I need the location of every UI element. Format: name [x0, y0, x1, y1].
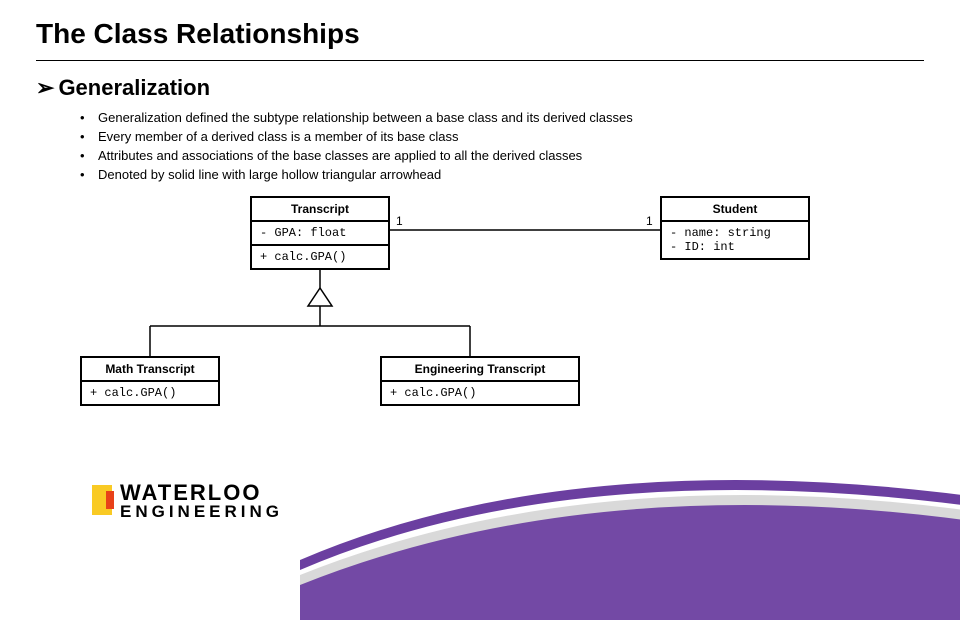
- logo-text-top: WATERLOO: [120, 483, 283, 504]
- class-operations: + calc.GPA(): [382, 382, 578, 404]
- generalization-arrowhead-icon: [308, 288, 332, 306]
- class-name: Engineering Transcript: [382, 358, 578, 382]
- arrow-bullet-icon: ➢: [36, 75, 54, 101]
- waterloo-logo: WATERLOO ENGINEERING: [120, 483, 283, 520]
- uml-connectors: [0, 196, 960, 456]
- multiplicity-right: 1: [646, 214, 653, 228]
- bullet-item: Every member of a derived class is a mem…: [80, 128, 960, 147]
- bullet-item: Generalization defined the subtype relat…: [80, 109, 960, 128]
- class-name: Transcript: [252, 198, 388, 222]
- bullet-item: Attributes and associations of the base …: [80, 147, 960, 166]
- multiplicity-left: 1: [396, 214, 403, 228]
- section-heading-text: Generalization: [58, 75, 210, 100]
- decorative-swoosh-icon: [300, 420, 960, 620]
- class-math-transcript: Math Transcript + calc.GPA(): [80, 356, 220, 406]
- class-attributes: - name: string - ID: int: [662, 222, 808, 258]
- title-underline: [36, 60, 924, 61]
- attr-line: - ID: int: [670, 240, 800, 254]
- class-operations: + calc.GPA(): [82, 382, 218, 404]
- class-student: Student - name: string - ID: int: [660, 196, 810, 260]
- class-transcript: Transcript - GPA: float + calc.GPA(): [250, 196, 390, 270]
- class-operations: + calc.GPA(): [252, 244, 388, 268]
- logo-text-bottom: ENGINEERING: [120, 504, 283, 520]
- bullet-item: Denoted by solid line with large hollow …: [80, 166, 960, 185]
- class-name: Math Transcript: [82, 358, 218, 382]
- section-heading: ➢Generalization: [0, 71, 960, 109]
- uml-diagram: 1 1 Transcript - GPA: float + calc.GPA()…: [0, 196, 960, 456]
- class-attributes: - GPA: float: [252, 222, 388, 244]
- class-name: Student: [662, 198, 808, 222]
- bullet-list: Generalization defined the subtype relat…: [0, 109, 960, 184]
- page-title: The Class Relationships: [0, 0, 960, 54]
- logo-shape-icon: [106, 491, 114, 509]
- class-eng-transcript: Engineering Transcript + calc.GPA(): [380, 356, 580, 406]
- attr-line: - name: string: [670, 226, 800, 240]
